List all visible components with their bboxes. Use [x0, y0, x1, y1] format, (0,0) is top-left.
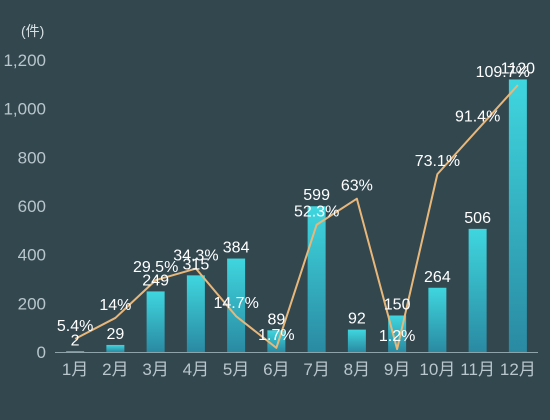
percent-value-label: 109.7% [476, 64, 530, 81]
bar-value-label: 2 [71, 333, 80, 350]
bar-value-label: 92 [348, 311, 366, 328]
percent-value-label: 91.4% [455, 109, 500, 126]
x-tick-label: 4月 [183, 360, 209, 379]
x-tick-label: 2月 [102, 360, 128, 379]
bar-group [66, 79, 527, 352]
percent-value-label: 14% [99, 297, 131, 314]
y-tick-label: 800 [18, 148, 46, 167]
bar [307, 206, 326, 352]
x-tick-group: 1月 2月 3月 4月 5月 6月 7月 8月 9月 10月 11月 12月 [62, 360, 536, 379]
bar-value-label: 264 [424, 269, 451, 286]
x-tick-label: 6月 [263, 360, 289, 379]
bar [146, 291, 165, 352]
bar [508, 79, 527, 352]
bar [227, 258, 246, 352]
y-unit-label: (件) [21, 23, 44, 39]
bar-label-group: 2 29 249 315 384 89 599 92 150 264 506 1120 [71, 60, 536, 349]
x-tick-label: 9月 [384, 360, 410, 379]
y-tick-label: 400 [18, 246, 46, 265]
x-tick-label: 3月 [142, 360, 168, 379]
bar-value-label: 599 [303, 187, 330, 204]
percent-value-label: 63% [341, 178, 373, 195]
percent-value-label: 14.7% [213, 295, 258, 312]
bar-value-label: 249 [142, 272, 169, 289]
bar-value-label: 1120 [501, 60, 536, 77]
bar [186, 275, 205, 352]
percent-value-label: 1.2% [379, 328, 415, 345]
bar [106, 344, 125, 352]
percent-value-label: 34.3% [173, 248, 218, 265]
y-tick-group: 0 200 400 600 800 1,000 1,200 [3, 51, 46, 362]
percent-value-label: 52.3% [294, 204, 339, 221]
bar-value-label: 29 [106, 326, 124, 343]
bar [347, 329, 366, 352]
bar [468, 228, 487, 352]
percent-value-label: 5.4% [57, 318, 93, 335]
y-tick-label: 200 [18, 294, 46, 313]
x-tick-label: 11月 [460, 360, 495, 379]
y-tick-label: 1,200 [3, 51, 46, 70]
y-tick-label: 600 [18, 197, 46, 216]
x-tick-label: 8月 [344, 360, 370, 379]
bar [66, 351, 85, 352]
y-tick-label: 1,000 [3, 100, 46, 119]
x-tick-label: 12月 [500, 360, 536, 379]
x-tick-label: 10月 [419, 360, 455, 379]
percent-value-label: 1.7% [258, 327, 294, 344]
bar-value-label: 89 [267, 311, 285, 328]
percent-line [74, 84, 519, 351]
bar-value-label: 150 [384, 297, 411, 314]
y-tick-label: 0 [37, 343, 46, 362]
percent-label-group: 5.4% 14% 29.5%34.3% 14.7%1.7% 52.3%63% 1.2% 73… [57, 64, 530, 345]
x-tick-label: 5月 [223, 360, 249, 379]
bar-value-label: 506 [464, 210, 491, 227]
percent-value-label: 29.5% [133, 259, 178, 276]
x-tick-label: 7月 [303, 360, 329, 379]
bar [388, 315, 407, 352]
bar-value-label: 384 [223, 240, 250, 257]
percent-value-label: 73.1% [415, 153, 460, 170]
bar-value-label: 315 [183, 256, 210, 273]
bar [428, 287, 447, 352]
x-tick-label: 1月 [62, 360, 88, 379]
